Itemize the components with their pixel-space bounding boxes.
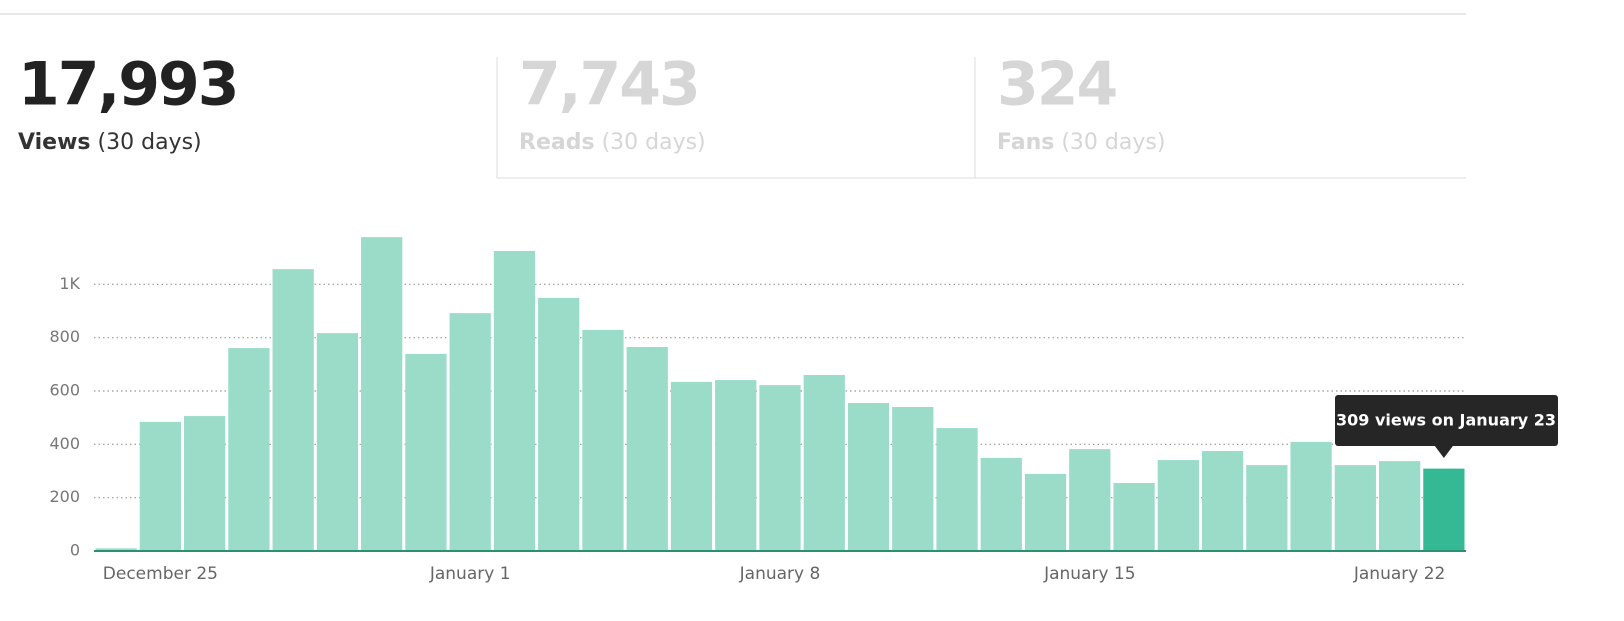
bar <box>936 428 978 551</box>
tooltip-arrow <box>1434 446 1453 458</box>
bar <box>1113 483 1155 551</box>
x-tick-label: January 8 <box>739 564 821 584</box>
bar <box>361 237 403 551</box>
stat-label: Fans <box>997 130 1054 155</box>
y-tick-label: 600 <box>49 381 80 400</box>
stat-value: 324 <box>997 50 1116 120</box>
x-tick-label: January 22 <box>1353 564 1445 584</box>
stat-label: Reads <box>519 130 595 155</box>
bar <box>803 375 845 551</box>
bar <box>715 380 757 551</box>
bar <box>892 407 934 551</box>
x-tick-label: December 25 <box>103 564 218 584</box>
bar <box>1423 468 1465 551</box>
bar <box>228 348 270 551</box>
tooltip-text: 309 views on January 23 <box>1336 411 1556 430</box>
y-tick-label: 0 <box>70 541 80 560</box>
bar <box>1069 449 1111 551</box>
bar <box>1157 460 1199 551</box>
bar <box>1246 465 1288 551</box>
stat-caption: Fans (30 days) <box>997 130 1165 155</box>
y-tick-label: 800 <box>49 327 80 346</box>
bar <box>1378 461 1421 551</box>
bar <box>493 251 536 551</box>
bar <box>980 457 1022 551</box>
y-tick-label: 200 <box>49 487 80 506</box>
bar <box>1024 473 1067 551</box>
bar <box>847 403 890 551</box>
tooltip-box <box>1335 395 1558 446</box>
bar <box>449 313 491 551</box>
stat-period: (30 days) <box>98 130 202 155</box>
bar <box>1290 441 1332 551</box>
bar <box>139 421 182 551</box>
stat-value: 17,993 <box>18 50 238 120</box>
y-tick-label: 1K <box>59 274 80 293</box>
bar <box>759 385 801 551</box>
bar <box>316 333 359 551</box>
bar <box>538 297 580 551</box>
stat-period: (30 days) <box>1061 130 1165 155</box>
y-tick-label: 400 <box>49 434 80 453</box>
bar <box>184 416 226 551</box>
stat-caption: Reads (30 days) <box>519 130 706 155</box>
bar <box>1201 451 1244 551</box>
bar <box>582 329 624 551</box>
bar <box>95 548 137 551</box>
stat-caption: Views (30 days) <box>18 130 202 155</box>
stat-label: Views <box>18 130 91 155</box>
x-tick-label: January 15 <box>1043 564 1135 584</box>
stat-value: 7,743 <box>519 50 699 120</box>
bar <box>272 269 314 551</box>
bar <box>670 381 713 551</box>
bar <box>1334 465 1376 551</box>
bar <box>626 347 668 551</box>
x-tick-label: January 1 <box>429 564 511 584</box>
bar <box>405 353 447 551</box>
stat-period: (30 days) <box>602 130 706 155</box>
